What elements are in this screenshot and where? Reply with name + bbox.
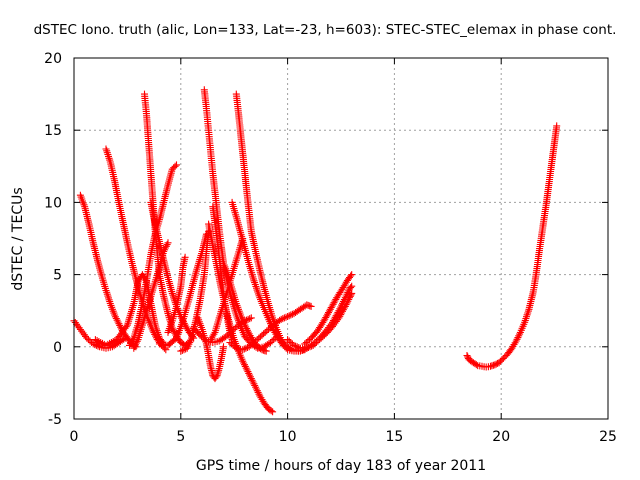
y-tick-label: 15 — [44, 123, 62, 139]
data-point-markers — [130, 239, 172, 352]
data-point-markers — [76, 191, 140, 351]
data-point-markers — [301, 271, 356, 348]
y-tick-label: 5 — [53, 268, 62, 284]
grid — [74, 58, 608, 419]
tick-labels: 0 5 10 15 20 25 -5 0 5 10 15 20 — [44, 51, 617, 445]
data-point-markers — [463, 122, 561, 371]
data-point-markers — [164, 253, 189, 336]
y-axis-label: dSTEC / TECUs — [10, 187, 26, 290]
data-series — [155, 230, 210, 349]
x-tick-label: 25 — [599, 429, 617, 445]
data-series — [301, 271, 356, 348]
plot-frame — [73, 57, 609, 420]
y-tick-label: 20 — [44, 51, 62, 67]
data-point-markers — [155, 230, 210, 349]
data-series — [220, 259, 270, 355]
data-series — [164, 253, 189, 336]
x-axis-label: GPS time / hours of day 183 of year 2011 — [196, 458, 486, 474]
x-tick-label: 20 — [492, 429, 510, 445]
data-point-markers — [220, 259, 270, 355]
data-series — [76, 191, 140, 351]
data-point-markers — [126, 161, 180, 349]
x-tick-label: 5 — [176, 429, 185, 445]
x-tick-label: 0 — [70, 429, 79, 445]
data-series — [463, 122, 561, 371]
data-point-markers — [194, 314, 227, 383]
data-series — [226, 301, 315, 354]
data-series — [284, 289, 356, 352]
data-series — [194, 314, 227, 383]
data-series — [126, 161, 180, 349]
x-tick-label: 15 — [385, 429, 403, 445]
data-point-markers — [226, 301, 315, 354]
y-tick-label: 10 — [44, 195, 62, 211]
data-layer — [70, 86, 561, 416]
y-tick-label: 0 — [53, 340, 62, 356]
data-point-markers — [284, 289, 356, 352]
data-series — [130, 239, 172, 352]
chart-title: dSTEC Iono. truth (alic, Lon=133, Lat=-2… — [34, 22, 617, 38]
y-tick-label: -5 — [48, 412, 62, 428]
x-tick-label: 10 — [279, 429, 297, 445]
